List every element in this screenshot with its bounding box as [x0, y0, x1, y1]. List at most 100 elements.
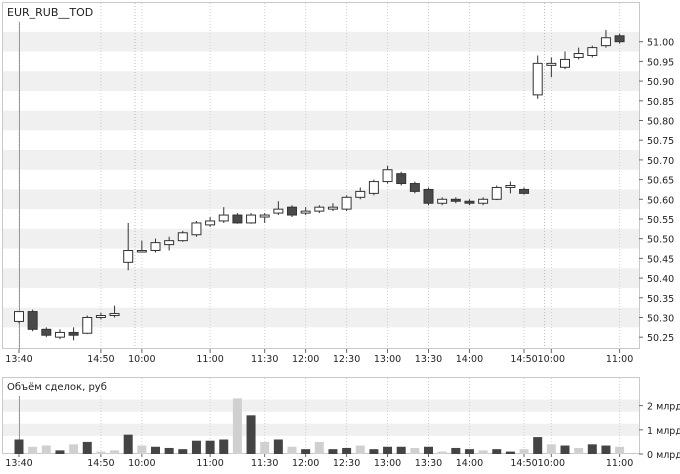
candle-body — [69, 332, 78, 335]
candle — [410, 182, 419, 194]
volume-bar — [69, 444, 78, 454]
ticker-label: EUR_RUB__TOD — [7, 6, 93, 19]
volume-x-tick-label: 11:00 — [606, 458, 633, 469]
price-y-tick-label: 50.50 — [647, 235, 674, 246]
price-y-tick-label: 50.35 — [647, 294, 674, 305]
candle-body — [274, 209, 283, 213]
candle — [588, 46, 597, 58]
candle — [247, 213, 256, 224]
price-y-axis: 51.0050.9550.9050.8550.8050.7550.7050.65… — [639, 38, 674, 344]
volume-bar — [124, 435, 133, 454]
volume-bar — [547, 444, 556, 454]
candle-body — [328, 207, 337, 209]
price-grid-band — [3, 32, 639, 52]
volume-bar — [533, 437, 542, 454]
candle-body — [247, 215, 256, 223]
candle-body — [151, 243, 160, 251]
candle-body — [342, 197, 351, 209]
candle-body — [178, 233, 187, 241]
volume-bar — [397, 447, 406, 454]
price-x-tick-label: 11:30 — [251, 354, 278, 365]
volume-bar — [42, 446, 51, 454]
volume-bar — [137, 446, 146, 454]
volume-bar — [561, 446, 570, 454]
candle-body — [356, 191, 365, 197]
volume-grid-bands — [3, 400, 639, 436]
volume-x-tick-label: 12:30 — [333, 458, 360, 469]
volume-bar — [83, 442, 92, 454]
candle-body — [424, 189, 433, 203]
candle-body — [288, 207, 297, 215]
candle-body — [383, 170, 392, 182]
candle-body — [192, 223, 201, 235]
volume-bar — [178, 449, 187, 454]
volume-x-tick-label: 10:00 — [128, 458, 155, 469]
volume-bar — [601, 446, 610, 454]
candle-body — [451, 199, 460, 201]
candle — [69, 327, 78, 340]
volume-bar — [260, 442, 269, 454]
price-grid-band — [3, 111, 639, 131]
candle-body — [506, 186, 515, 188]
candle — [492, 186, 501, 201]
volume-x-tick-label: 14:50 — [87, 458, 114, 469]
candle-body — [465, 201, 474, 203]
volume-x-tick-label: 10:00 — [538, 458, 565, 469]
candle-body — [547, 63, 556, 65]
candle-body — [55, 332, 64, 337]
price-grid-bands — [3, 32, 639, 327]
price-x-tick-label: 12:30 — [333, 354, 360, 365]
volume-bar — [328, 449, 337, 454]
price-y-tick-label: 50.60 — [647, 195, 674, 206]
price-grid-band — [3, 71, 639, 91]
candle-body — [397, 174, 406, 184]
candle — [369, 180, 378, 196]
volume-y-tick-label: 2 млрд — [647, 402, 680, 413]
volume-bar — [192, 441, 201, 454]
volume-bar — [369, 449, 378, 454]
candle-body — [520, 189, 529, 193]
volume-bar — [383, 447, 392, 454]
candle-body — [110, 314, 119, 316]
candle-body — [533, 63, 542, 95]
volume-x-tick-label: 12:00 — [292, 458, 319, 469]
price-x-tick-label: 14:50 — [87, 354, 114, 365]
candle — [206, 217, 215, 227]
candle — [520, 187, 529, 194]
price-y-tick-label: 50.80 — [647, 116, 674, 127]
price-y-tick-label: 50.40 — [647, 274, 674, 285]
candle-body — [410, 184, 419, 192]
candle-body — [438, 199, 447, 203]
price-y-tick-label: 50.75 — [647, 136, 674, 147]
volume-bar — [410, 448, 419, 454]
price-y-tick-label: 50.45 — [647, 254, 674, 265]
candle — [233, 213, 242, 224]
price-panel[interactable]: EUR_RUB__TOD 51.0050.9550.9050.8550.8050… — [3, 3, 675, 366]
volume-bar — [55, 450, 64, 454]
price-x-tick-label: 12:00 — [292, 354, 319, 365]
volume-bar — [206, 441, 215, 454]
volume-x-tick-label: 13:30 — [415, 458, 442, 469]
candle — [260, 213, 269, 223]
volume-bar — [506, 452, 515, 454]
price-y-tick-label: 50.25 — [647, 333, 674, 344]
candle — [83, 316, 92, 335]
volume-bar — [274, 440, 283, 455]
volume-x-tick-label: 13:00 — [374, 458, 401, 469]
price-vertical-gridlines — [19, 3, 620, 349]
price-y-tick-label: 50.90 — [647, 77, 674, 88]
price-y-tick-label: 50.55 — [647, 215, 674, 226]
candle — [533, 55, 542, 98]
volume-bar — [96, 452, 105, 454]
volume-x-tick-label: 14:00 — [456, 458, 483, 469]
price-y-tick-label: 50.30 — [647, 313, 674, 324]
candle-body — [28, 312, 37, 330]
candle-body — [588, 48, 597, 56]
price-y-tick-label: 50.95 — [647, 57, 674, 68]
candle — [342, 195, 351, 211]
candle — [424, 187, 433, 205]
volume-bar — [301, 449, 310, 454]
